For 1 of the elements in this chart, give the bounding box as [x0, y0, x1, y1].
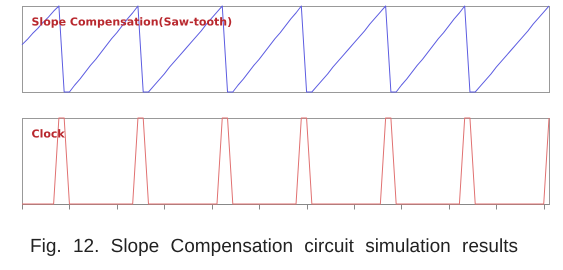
caption: Fig. 12. Slope Compensation circuit simulation results	[30, 236, 518, 258]
